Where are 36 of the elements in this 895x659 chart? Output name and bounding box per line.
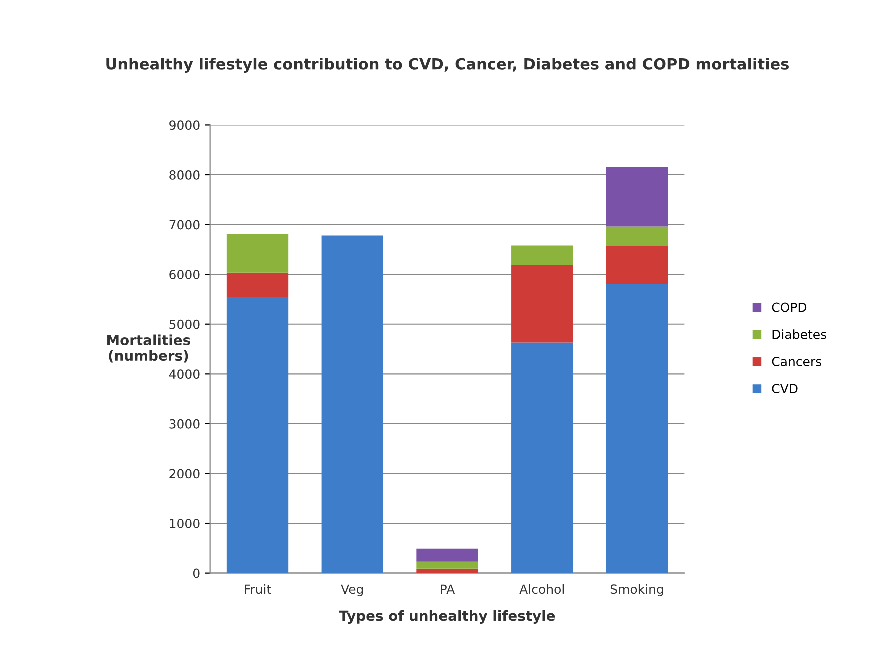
- y-tick-label: 9000: [170, 120, 200, 130]
- bar: [606, 226, 668, 246]
- bar: [606, 284, 668, 574]
- chart-title: Unhealthy lifestyle contribution to CVD, Cancer, Diabetes and COPD mortalities: [106, 58, 790, 73]
- bar: [606, 168, 668, 227]
- x-axis-title: Types of unhealthy lifestyle: [339, 610, 556, 624]
- legend-label: COPD: [772, 302, 807, 312]
- bar: [322, 236, 384, 574]
- legend-label: CVD: [772, 384, 798, 394]
- x-tick-label: Fruit: [245, 584, 272, 594]
- y-tick-label: 1000: [170, 519, 200, 528]
- y-tick-label: 5000: [170, 320, 200, 330]
- y-axis-title: Mortalities (numbers): [108, 334, 190, 363]
- bar: [512, 265, 574, 343]
- y-tick-label: 4000: [169, 370, 200, 380]
- y-tick-label: 8000: [170, 170, 200, 180]
- y-tick-label: 3000: [170, 419, 200, 429]
- bar: [226, 234, 289, 273]
- bar: [416, 562, 478, 569]
- legend-label: Diabetes: [772, 330, 826, 340]
- bar: [416, 548, 478, 562]
- legend-label: Cancers: [772, 356, 822, 366]
- y-tick-label: 6000: [170, 270, 200, 280]
- x-tick-label: PA: [441, 584, 456, 594]
- bar: [226, 272, 289, 297]
- bar: [416, 568, 478, 574]
- bar: [512, 246, 574, 266]
- y-tick-label: 7000: [170, 220, 200, 230]
- bar: [606, 246, 668, 285]
- x-tick-label: Veg: [341, 584, 364, 597]
- bar: [226, 296, 289, 574]
- y-tick-label: 2000: [170, 469, 200, 479]
- y-tick-label: 0: [193, 568, 200, 578]
- x-tick-label: Alcohol: [520, 584, 564, 594]
- bar: [512, 342, 574, 574]
- x-tick-label: Smoking: [610, 584, 664, 597]
